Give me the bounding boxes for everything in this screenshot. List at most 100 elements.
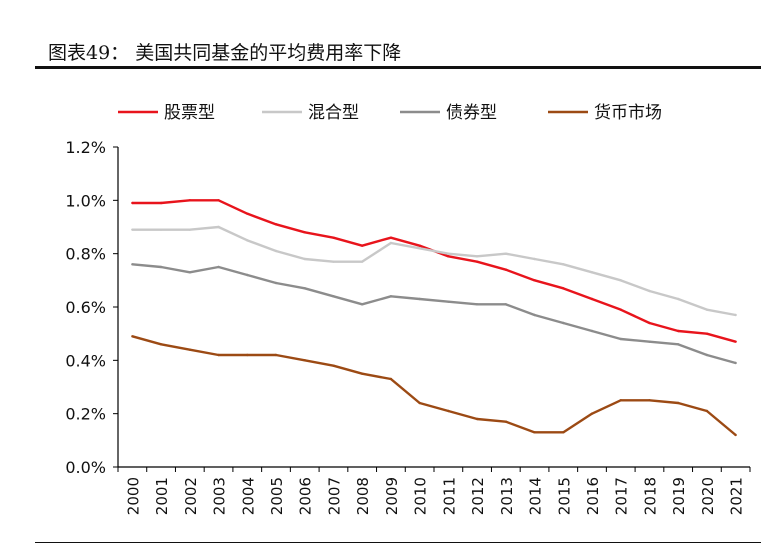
data-point <box>619 308 622 311</box>
data-point <box>274 353 278 357</box>
data-point <box>274 223 278 226</box>
data-point <box>705 332 709 335</box>
data-point <box>533 257 536 261</box>
x-tick-label: 2015 <box>555 477 573 515</box>
data-point <box>131 201 134 205</box>
x-tick-label: 2005 <box>268 477 286 515</box>
series-line-2 <box>132 263 736 365</box>
x-tick-label: 2018 <box>641 477 659 515</box>
data-point <box>217 199 220 202</box>
data-point <box>389 236 393 239</box>
data-point <box>332 236 335 239</box>
data-point <box>418 401 421 405</box>
data-point <box>447 409 450 413</box>
x-tick-label: 2010 <box>412 477 430 515</box>
data-point <box>447 252 450 255</box>
data-point <box>590 271 594 274</box>
data-point <box>562 431 565 434</box>
data-point <box>159 201 163 205</box>
y-tick-label: 0.4% <box>65 351 106 370</box>
data-point <box>734 433 737 437</box>
data-point <box>389 295 393 298</box>
y-tick-label: 1.2% <box>65 138 106 157</box>
data-point <box>590 412 594 415</box>
x-tick-label: 2007 <box>325 477 343 515</box>
data-point <box>188 348 192 351</box>
data-point <box>188 228 192 231</box>
legend-label: 股票型 <box>164 103 215 123</box>
data-point <box>217 265 220 269</box>
x-tick-label: 2009 <box>383 477 401 515</box>
data-point <box>648 321 651 325</box>
data-point <box>246 273 249 277</box>
data-point <box>734 313 737 317</box>
data-point <box>676 297 680 301</box>
data-point <box>504 303 508 306</box>
data-point <box>274 249 278 253</box>
data-point <box>705 308 709 311</box>
y-tick-label: 0.8% <box>65 245 106 264</box>
data-point <box>533 431 536 434</box>
data-point <box>705 409 709 413</box>
data-point <box>562 263 565 266</box>
data-point <box>303 231 306 234</box>
data-point <box>246 353 249 357</box>
data-point <box>447 300 450 303</box>
data-point <box>159 265 163 269</box>
data-point <box>332 364 335 367</box>
data-point <box>418 244 421 247</box>
data-point <box>418 297 421 301</box>
bottom-divider <box>35 542 761 543</box>
data-point <box>504 420 508 423</box>
data-point <box>734 340 737 343</box>
data-point <box>418 247 421 250</box>
x-tick-label: 2013 <box>498 477 516 515</box>
data-point <box>619 279 622 282</box>
x-tick-label: 2020 <box>699 477 717 515</box>
data-point <box>676 401 680 405</box>
data-point <box>360 372 364 375</box>
data-point <box>648 340 651 343</box>
data-point <box>475 255 479 258</box>
data-point <box>131 335 134 338</box>
data-point <box>217 353 220 357</box>
data-point <box>303 257 306 261</box>
data-point <box>360 260 364 263</box>
data-point <box>217 225 220 229</box>
x-tick-label: 2008 <box>354 477 372 515</box>
y-tick-label: 0.6% <box>65 298 106 317</box>
data-point <box>619 399 622 402</box>
data-point <box>533 313 536 317</box>
data-point <box>590 329 594 333</box>
x-tick-label: 2000 <box>124 477 142 515</box>
series-line-0 <box>132 199 736 343</box>
data-point <box>131 263 134 266</box>
x-tick-label: 2001 <box>153 477 171 515</box>
data-point <box>562 321 565 325</box>
series-line-1 <box>132 225 736 317</box>
data-point <box>648 289 651 293</box>
data-point <box>648 399 651 402</box>
x-tick-label: 2021 <box>728 477 746 515</box>
data-point <box>159 228 163 231</box>
data-point <box>475 303 479 306</box>
data-point <box>159 343 163 346</box>
data-point <box>246 212 249 215</box>
data-point <box>188 199 192 202</box>
data-point <box>504 252 508 255</box>
data-point <box>676 343 680 346</box>
y-tick-label: 0.0% <box>65 458 106 477</box>
data-point <box>246 239 249 242</box>
figure-title: 图表49： 美国共同基金的平均费用率下降 <box>48 42 402 64</box>
x-tick-label: 2002 <box>182 477 200 515</box>
x-tick-label: 2011 <box>440 477 458 515</box>
data-point <box>332 260 335 263</box>
data-point <box>562 287 565 290</box>
x-tick-label: 2017 <box>613 477 631 515</box>
data-point <box>475 417 479 421</box>
x-tick-label: 2006 <box>297 477 315 515</box>
data-point <box>447 255 450 258</box>
x-tick-label: 2019 <box>670 477 688 515</box>
data-point <box>705 353 709 357</box>
